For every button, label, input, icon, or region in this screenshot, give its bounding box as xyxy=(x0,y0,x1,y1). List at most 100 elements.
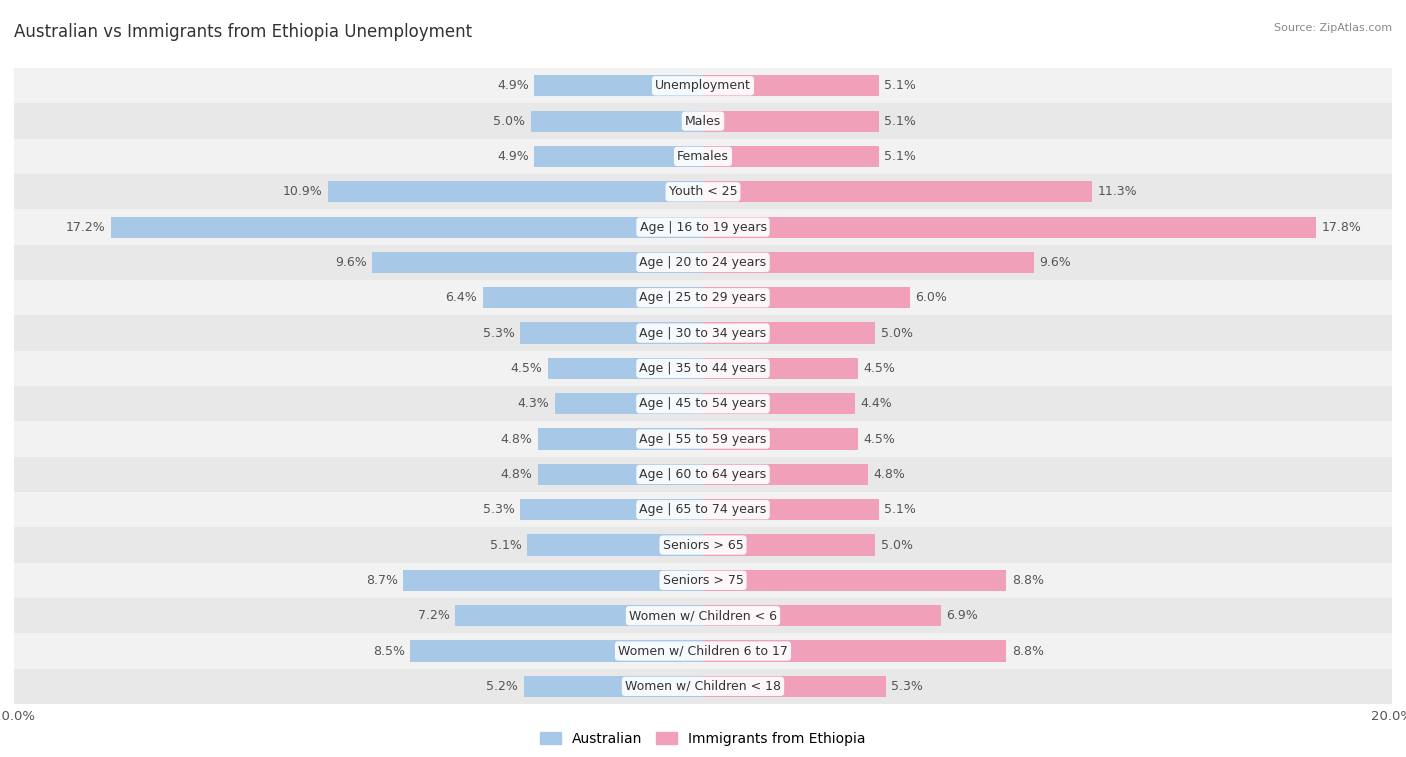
Bar xyxy=(703,640,1007,662)
Text: Source: ZipAtlas.com: Source: ZipAtlas.com xyxy=(1274,23,1392,33)
Text: 6.9%: 6.9% xyxy=(946,609,979,622)
Text: 4.4%: 4.4% xyxy=(860,397,891,410)
Text: Age | 16 to 19 years: Age | 16 to 19 years xyxy=(640,220,766,234)
Bar xyxy=(703,252,1033,273)
Text: 5.1%: 5.1% xyxy=(884,79,917,92)
Bar xyxy=(111,217,703,238)
Bar xyxy=(456,605,703,626)
Text: 7.2%: 7.2% xyxy=(418,609,450,622)
Bar xyxy=(14,245,1392,280)
Text: Seniors > 75: Seniors > 75 xyxy=(662,574,744,587)
Text: 5.3%: 5.3% xyxy=(484,326,515,340)
Text: 5.0%: 5.0% xyxy=(880,538,912,552)
Bar xyxy=(14,562,1392,598)
Bar xyxy=(703,111,879,132)
Bar xyxy=(14,280,1392,316)
Bar xyxy=(534,146,703,167)
Bar xyxy=(14,598,1392,634)
Text: 4.5%: 4.5% xyxy=(863,432,896,446)
Text: 5.1%: 5.1% xyxy=(884,150,917,163)
Text: Women w/ Children < 6: Women w/ Children < 6 xyxy=(628,609,778,622)
Text: 9.6%: 9.6% xyxy=(335,256,367,269)
Bar xyxy=(703,428,858,450)
Bar xyxy=(703,676,886,697)
Text: 6.4%: 6.4% xyxy=(446,291,477,304)
Text: 9.6%: 9.6% xyxy=(1039,256,1071,269)
Text: 5.3%: 5.3% xyxy=(484,503,515,516)
Text: 5.1%: 5.1% xyxy=(489,538,522,552)
Text: Women w/ Children < 18: Women w/ Children < 18 xyxy=(626,680,780,693)
Bar xyxy=(14,316,1392,350)
Text: Age | 20 to 24 years: Age | 20 to 24 years xyxy=(640,256,766,269)
Text: 5.1%: 5.1% xyxy=(884,114,917,128)
Text: 5.3%: 5.3% xyxy=(891,680,922,693)
Bar xyxy=(703,570,1007,591)
Bar xyxy=(14,350,1392,386)
Text: Age | 65 to 74 years: Age | 65 to 74 years xyxy=(640,503,766,516)
Bar xyxy=(14,68,1392,104)
Text: 17.2%: 17.2% xyxy=(65,220,105,234)
Text: 6.0%: 6.0% xyxy=(915,291,948,304)
Text: 17.8%: 17.8% xyxy=(1322,220,1361,234)
Bar xyxy=(548,358,703,379)
Bar xyxy=(14,668,1392,704)
Bar xyxy=(703,534,875,556)
Bar xyxy=(328,181,703,202)
Legend: Australian, Immigrants from Ethiopia: Australian, Immigrants from Ethiopia xyxy=(534,726,872,751)
Bar xyxy=(14,386,1392,422)
Text: 5.0%: 5.0% xyxy=(880,326,912,340)
Bar xyxy=(534,75,703,96)
Text: 4.8%: 4.8% xyxy=(501,468,531,481)
Text: 8.5%: 8.5% xyxy=(373,644,405,658)
Text: 4.8%: 4.8% xyxy=(501,432,531,446)
Bar xyxy=(14,104,1392,139)
Text: 4.3%: 4.3% xyxy=(517,397,550,410)
Bar xyxy=(14,174,1392,210)
Text: 8.7%: 8.7% xyxy=(366,574,398,587)
Text: 4.5%: 4.5% xyxy=(863,362,896,375)
Text: 11.3%: 11.3% xyxy=(1098,185,1137,198)
Bar xyxy=(527,534,703,556)
Text: 5.2%: 5.2% xyxy=(486,680,519,693)
Bar xyxy=(703,75,879,96)
Bar xyxy=(404,570,703,591)
Bar xyxy=(703,499,879,520)
Bar xyxy=(703,287,910,308)
Bar xyxy=(703,393,855,414)
Text: Seniors > 65: Seniors > 65 xyxy=(662,538,744,552)
Text: Women w/ Children 6 to 17: Women w/ Children 6 to 17 xyxy=(619,644,787,658)
Text: Unemployment: Unemployment xyxy=(655,79,751,92)
Text: 5.1%: 5.1% xyxy=(884,503,917,516)
Text: Age | 55 to 59 years: Age | 55 to 59 years xyxy=(640,432,766,446)
Text: 4.8%: 4.8% xyxy=(875,468,905,481)
Bar xyxy=(14,528,1392,562)
Bar xyxy=(14,456,1392,492)
Text: 4.9%: 4.9% xyxy=(496,79,529,92)
Bar xyxy=(14,492,1392,528)
Text: 10.9%: 10.9% xyxy=(283,185,322,198)
Text: 8.8%: 8.8% xyxy=(1012,574,1043,587)
Text: Age | 60 to 64 years: Age | 60 to 64 years xyxy=(640,468,766,481)
Text: Australian vs Immigrants from Ethiopia Unemployment: Australian vs Immigrants from Ethiopia U… xyxy=(14,23,472,41)
Text: 4.9%: 4.9% xyxy=(496,150,529,163)
Text: Age | 25 to 29 years: Age | 25 to 29 years xyxy=(640,291,766,304)
Bar xyxy=(703,358,858,379)
Bar xyxy=(14,634,1392,668)
Text: Females: Females xyxy=(678,150,728,163)
Text: Age | 35 to 44 years: Age | 35 to 44 years xyxy=(640,362,766,375)
Text: Age | 45 to 54 years: Age | 45 to 54 years xyxy=(640,397,766,410)
Bar xyxy=(703,605,941,626)
Bar xyxy=(482,287,703,308)
Bar xyxy=(520,322,703,344)
Text: 5.0%: 5.0% xyxy=(494,114,526,128)
Text: Age | 30 to 34 years: Age | 30 to 34 years xyxy=(640,326,766,340)
Bar xyxy=(703,146,879,167)
Text: 4.5%: 4.5% xyxy=(510,362,543,375)
Bar xyxy=(703,464,869,485)
Bar xyxy=(703,322,875,344)
Bar xyxy=(14,139,1392,174)
Bar xyxy=(14,422,1392,456)
Bar xyxy=(373,252,703,273)
Text: Youth < 25: Youth < 25 xyxy=(669,185,737,198)
Text: Males: Males xyxy=(685,114,721,128)
